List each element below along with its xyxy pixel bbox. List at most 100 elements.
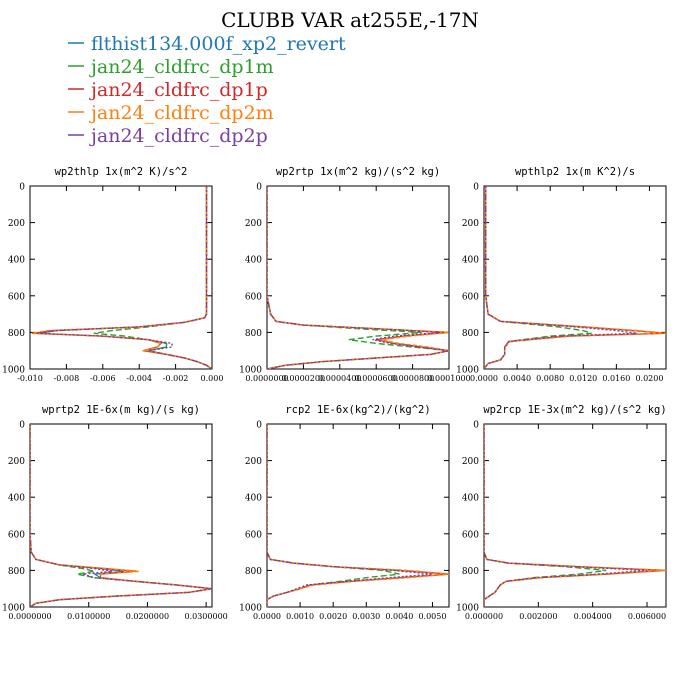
x-tick-label: 0.000 — [201, 374, 224, 383]
panel-4: wprtp2 1E-6x(m kg)/(s kg) 0 200 400 600 800 10… — [2, 404, 228, 621]
x-tick-label: 0.0100000 — [67, 612, 110, 621]
y-tick-label: 0 — [256, 183, 262, 193]
y-tick-label: 0 — [256, 421, 262, 431]
series-group — [484, 424, 666, 607]
panel-1: wp2thlp 1x(m^2 K)/s^202004006008001000-0… — [2, 166, 223, 383]
x-tick-label: 0.000000 — [465, 612, 503, 621]
x-tick-label: 0.0000000 — [8, 612, 51, 621]
legend: flthist134.000f_xp2_revertjan24_cldfrc_d… — [68, 33, 346, 147]
y-tick-label: 400 — [245, 494, 262, 504]
x-tick-label: 0.0000400 — [318, 374, 361, 383]
y-tick-label: 800 — [245, 329, 262, 339]
y-tick-label: 600 — [462, 292, 479, 302]
x-tick-label: 0.0120 — [569, 374, 597, 383]
y-tick-label: 0 — [19, 183, 25, 193]
x-tick-label: 0.0300000 — [184, 612, 227, 621]
legend-label: jan24_cldfrc_dp2p — [89, 125, 268, 147]
legend-label: jan24_cldfrc_dp1p — [89, 79, 268, 101]
y-tick-label: 1000 — [239, 366, 262, 376]
x-tick-label: 0.0000200 — [282, 374, 325, 383]
series-line-4 — [30, 424, 212, 607]
y-tick-label: 800 — [8, 567, 25, 577]
series-line-1 — [267, 186, 449, 369]
y-tick-label: 0 — [473, 421, 479, 431]
x-tick-label: 0.0030 — [352, 612, 380, 621]
y-tick-label: 1000 — [239, 604, 262, 614]
x-tick-label: 0.0000 — [470, 374, 498, 383]
y-tick-label: 600 — [8, 292, 25, 302]
plot-frame — [483, 423, 667, 608]
y-tick-label: 0 — [473, 183, 479, 193]
series-line-1 — [484, 424, 666, 607]
series-line-5 — [30, 424, 212, 607]
y-tick-label: 200 — [8, 457, 25, 467]
legend-label: jan24_cldfrc_dp1m — [89, 56, 274, 78]
panel-2: wp2rtp 1x(m^2 kg)/(s^2 kg) 0 200 400 600 800 1… — [239, 166, 471, 383]
y-tick-label: 1000 — [2, 366, 25, 376]
y-tick-label: 400 — [245, 256, 262, 266]
legend-entry: jan24_cldfrc_dp2p — [68, 125, 268, 147]
x-tick-label: 0.0200000 — [126, 612, 169, 621]
legend-entry: jan24_cldfrc_dp1p — [68, 79, 268, 101]
x-tick-label: -0.010 — [17, 374, 43, 383]
x-tick-label: 0.006000 — [628, 612, 666, 621]
series-group — [31, 186, 212, 369]
y-tick-label: 200 — [462, 219, 479, 229]
x-tick-label: -0.002 — [163, 374, 189, 383]
series-line-5 — [484, 424, 648, 607]
series-group — [484, 186, 666, 369]
plot-frame — [29, 185, 213, 370]
y-tick-label: 600 — [245, 292, 262, 302]
series-line-2 — [267, 186, 449, 369]
panel-title: rcp2 1E-6x(kg^2)/(kg^2) — [285, 404, 430, 416]
series-line-3 — [484, 424, 666, 607]
y-tick-label: 400 — [8, 494, 25, 504]
panel-title: wprtp2 1E-6x(m kg)/(s kg) — [42, 404, 200, 416]
panel-title: wp2rcp 1E-3x(m^2 kg)/(s^2 kg) — [483, 404, 666, 416]
x-tick-label: 0.0020 — [319, 612, 347, 621]
series-line-5 — [267, 186, 449, 369]
series-line-1 — [39, 186, 212, 369]
series-line-3 — [267, 186, 449, 369]
x-tick-label: 0.004000 — [574, 612, 612, 621]
legend-label: jan24_cldfrc_dp2m — [89, 102, 274, 124]
x-tick-label: -0.006 — [90, 374, 116, 383]
x-tick-label: 0.002000 — [519, 612, 557, 621]
legend-entry: jan24_cldfrc_dp1m — [68, 56, 274, 78]
series-line-5 — [267, 424, 433, 607]
y-tick-label: 600 — [245, 530, 262, 540]
x-tick-label: 0.0010 — [286, 612, 314, 621]
y-tick-label: 800 — [245, 567, 262, 577]
series-line-4 — [31, 186, 212, 369]
x-tick-label: 0.0000800 — [391, 374, 434, 383]
y-tick-label: 600 — [8, 530, 25, 540]
legend-entry: jan24_cldfrc_dp2m — [68, 102, 274, 124]
series-group — [30, 424, 212, 607]
series-line-4 — [484, 424, 666, 607]
x-tick-label: -0.004 — [126, 374, 152, 383]
y-tick-label: 0 — [19, 421, 25, 431]
y-tick-label: 400 — [462, 494, 479, 504]
panels: wp2thlp 1x(m^2 K)/s^202004006008001000-0… — [2, 166, 667, 621]
y-tick-label: 200 — [245, 457, 262, 467]
series-group — [267, 424, 449, 607]
series-line-5 — [484, 186, 638, 369]
series-group — [267, 186, 449, 369]
y-tick-label: 400 — [462, 256, 479, 266]
panel-5: rcp2 1E-6x(kg^2)/(kg^2) 0 200 400 600 800 1000… — [239, 404, 450, 621]
series-line-3 — [33, 186, 212, 369]
y-tick-label: 800 — [462, 329, 479, 339]
x-tick-label: 0.0050 — [418, 612, 446, 621]
x-tick-label: 0.0080 — [536, 374, 564, 383]
y-tick-label: 200 — [245, 219, 262, 229]
x-tick-label: 0.0040 — [503, 374, 531, 383]
x-tick-label: 0.0000 — [253, 612, 281, 621]
series-line-4 — [267, 186, 449, 369]
panel-3: wpthlp2 1x(m K^2)/s020040060080010000.00… — [456, 166, 667, 383]
y-tick-label: 200 — [8, 219, 25, 229]
y-tick-label: 1000 — [456, 366, 479, 376]
x-tick-label: 0.0000000 — [245, 374, 288, 383]
series-line-5 — [37, 186, 212, 369]
series-line-2 — [484, 186, 592, 369]
